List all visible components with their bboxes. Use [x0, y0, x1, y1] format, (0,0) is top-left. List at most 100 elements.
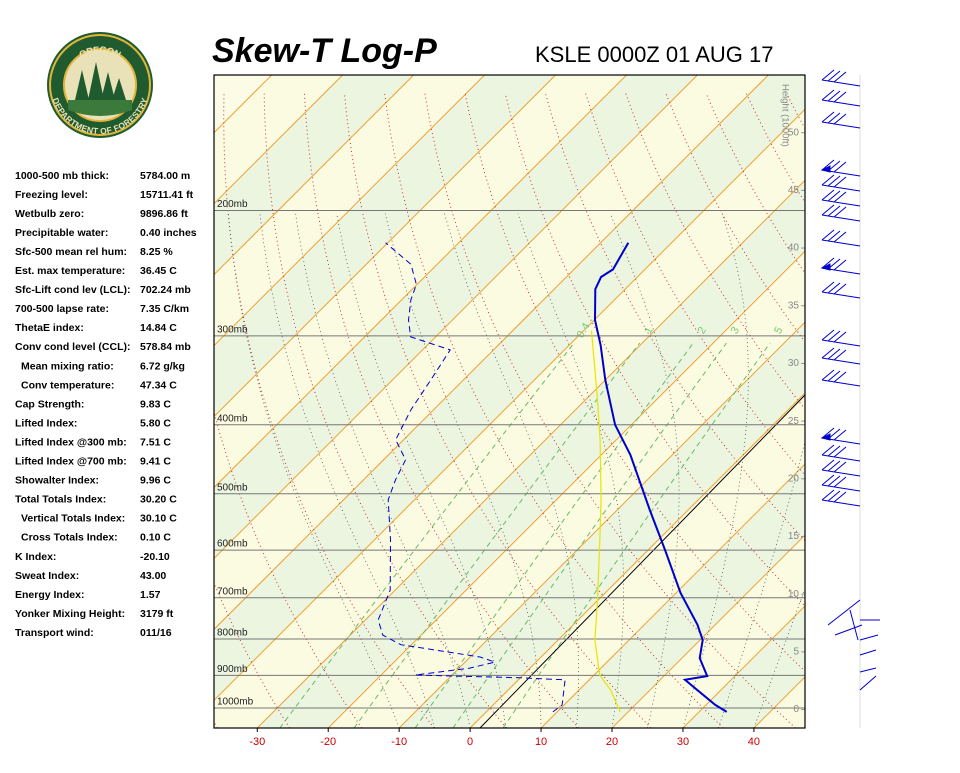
- wind-barb-flag: [828, 231, 840, 241]
- index-value: 43.00: [140, 570, 166, 582]
- wind-barb-flag: [828, 371, 840, 381]
- wind-barb-flag: [828, 206, 840, 216]
- wind-barb-flag: [828, 446, 840, 456]
- height-tick-label: 25: [788, 416, 800, 427]
- index-value: -20.10: [140, 551, 170, 563]
- index-label: Conv temperature:: [21, 379, 114, 391]
- index-value: 36.45 C: [140, 265, 177, 277]
- index-label: Precipitable water:: [15, 227, 108, 239]
- wind-barb: [835, 625, 862, 635]
- index-value: 9896.86 ft: [140, 208, 188, 220]
- wind-barb-flag: [828, 491, 840, 501]
- dry-adiabat: [947, 94, 960, 728]
- wind-barb: [860, 635, 878, 640]
- height-axis-label: Height (1000ft): [779, 84, 790, 147]
- index-value: 702.24 mb: [140, 284, 191, 296]
- index-value: 30.10 C: [140, 513, 177, 525]
- wind-barb-flag: [822, 112, 834, 122]
- isotherm-band: [825, 75, 960, 728]
- index-label: Showalter Index:: [15, 475, 99, 487]
- wind-barb: [822, 500, 860, 506]
- wind-barb-flag: [828, 71, 840, 81]
- height-tick-label: 10: [788, 589, 800, 600]
- wind-barb-flag: [828, 191, 840, 201]
- index-label: ThetaE index:: [15, 322, 84, 334]
- wind-barb: [828, 600, 860, 625]
- x-tick-label: 0: [467, 736, 473, 748]
- chart-title: Skew-T Log-P: [212, 32, 437, 70]
- wind-barb-flag: [834, 284, 846, 294]
- pressure-label: 300mb: [217, 324, 248, 335]
- height-tick-label: 0: [793, 704, 799, 715]
- index-value: 5784.00 m: [140, 170, 190, 182]
- pressure-label: 600mb: [217, 539, 248, 550]
- index-label: Transport wind:: [15, 627, 94, 639]
- index-label: Lifted Index @300 mb:: [15, 436, 127, 448]
- x-tick-label: -30: [249, 736, 265, 748]
- isotherm-band: [896, 75, 960, 728]
- index-value: 5.80 C: [140, 417, 171, 429]
- index-value: 6.72 g/kg: [140, 360, 185, 372]
- index-label: Cap Strength:: [15, 398, 84, 410]
- wind-barb-flag: [822, 475, 834, 485]
- wind-barb: [822, 485, 860, 491]
- wind-barb: [860, 676, 876, 690]
- index-label: Lifted Index @700 mb:: [15, 456, 127, 468]
- index-label: Cross Totals Index:: [21, 532, 118, 544]
- wind-barb: [822, 200, 860, 206]
- wind-barb-flag: [834, 372, 846, 382]
- x-tick-label: -20: [320, 736, 336, 748]
- index-value: 8.25 %: [140, 246, 173, 258]
- index-label: Sweat Index:: [15, 570, 79, 582]
- index-value: 011/16: [140, 627, 172, 639]
- wind-barb-flag: [834, 492, 846, 502]
- isotherm: [825, 75, 960, 728]
- wind-barb-flag: [822, 460, 834, 470]
- wind-barb-flag: [822, 330, 834, 340]
- wind-barb-flag: [828, 461, 840, 471]
- wind-barb: [822, 292, 860, 298]
- wind-barb-flag: [822, 90, 834, 100]
- chart-subtitle: KSLE 0000Z 01 AUG 17: [535, 42, 774, 67]
- dry-adiabat: [867, 94, 960, 728]
- wind-barb-flag: [822, 190, 834, 200]
- wind-barb-flag: [822, 490, 834, 500]
- height-tick-label: 30: [788, 358, 800, 369]
- index-label: Est. max temperature:: [15, 265, 125, 277]
- index-label: Lifted Index:: [15, 417, 77, 429]
- wind-barb-flag: [822, 445, 834, 455]
- x-tick-label: 20: [606, 736, 618, 748]
- wind-barb: [860, 668, 876, 672]
- wind-barb-flag: [822, 370, 834, 380]
- pressure-label: 900mb: [217, 664, 248, 675]
- pressure-label: 400mb: [217, 413, 248, 424]
- wind-barb-flag: [822, 175, 834, 185]
- wind-barb-flag: [834, 192, 846, 202]
- wind-barb: [822, 100, 860, 106]
- height-tick-label: 20: [788, 473, 800, 484]
- wind-barb-flag: [834, 260, 846, 270]
- wind-barb: [822, 80, 860, 86]
- index-value: 47.34 C: [140, 379, 177, 391]
- index-value: 30.20 C: [140, 494, 177, 506]
- pressure-label: 1000mb: [217, 697, 254, 708]
- pressure-label: 800mb: [217, 628, 248, 639]
- wind-barbs: [822, 70, 880, 690]
- wind-barb-flag: [828, 476, 840, 486]
- index-value: 578.84 mb: [140, 341, 191, 353]
- wind-barb-flag: [828, 176, 840, 186]
- wind-barb-flag: [834, 207, 846, 217]
- wind-barb-flag: [834, 177, 846, 187]
- wind-barb-flag: [828, 349, 840, 359]
- wind-barb-flag: [834, 477, 846, 487]
- height-tick-label: 35: [788, 300, 800, 311]
- wind-barb-flag: [828, 113, 840, 123]
- dry-adiabat: [787, 94, 960, 728]
- wind-barb-flag: [834, 72, 846, 82]
- wind-barb: [822, 185, 860, 191]
- pressure-label: 200mb: [217, 199, 248, 210]
- index-label: 700-500 lapse rate:: [15, 303, 109, 315]
- index-value: 14.84 C: [140, 322, 177, 334]
